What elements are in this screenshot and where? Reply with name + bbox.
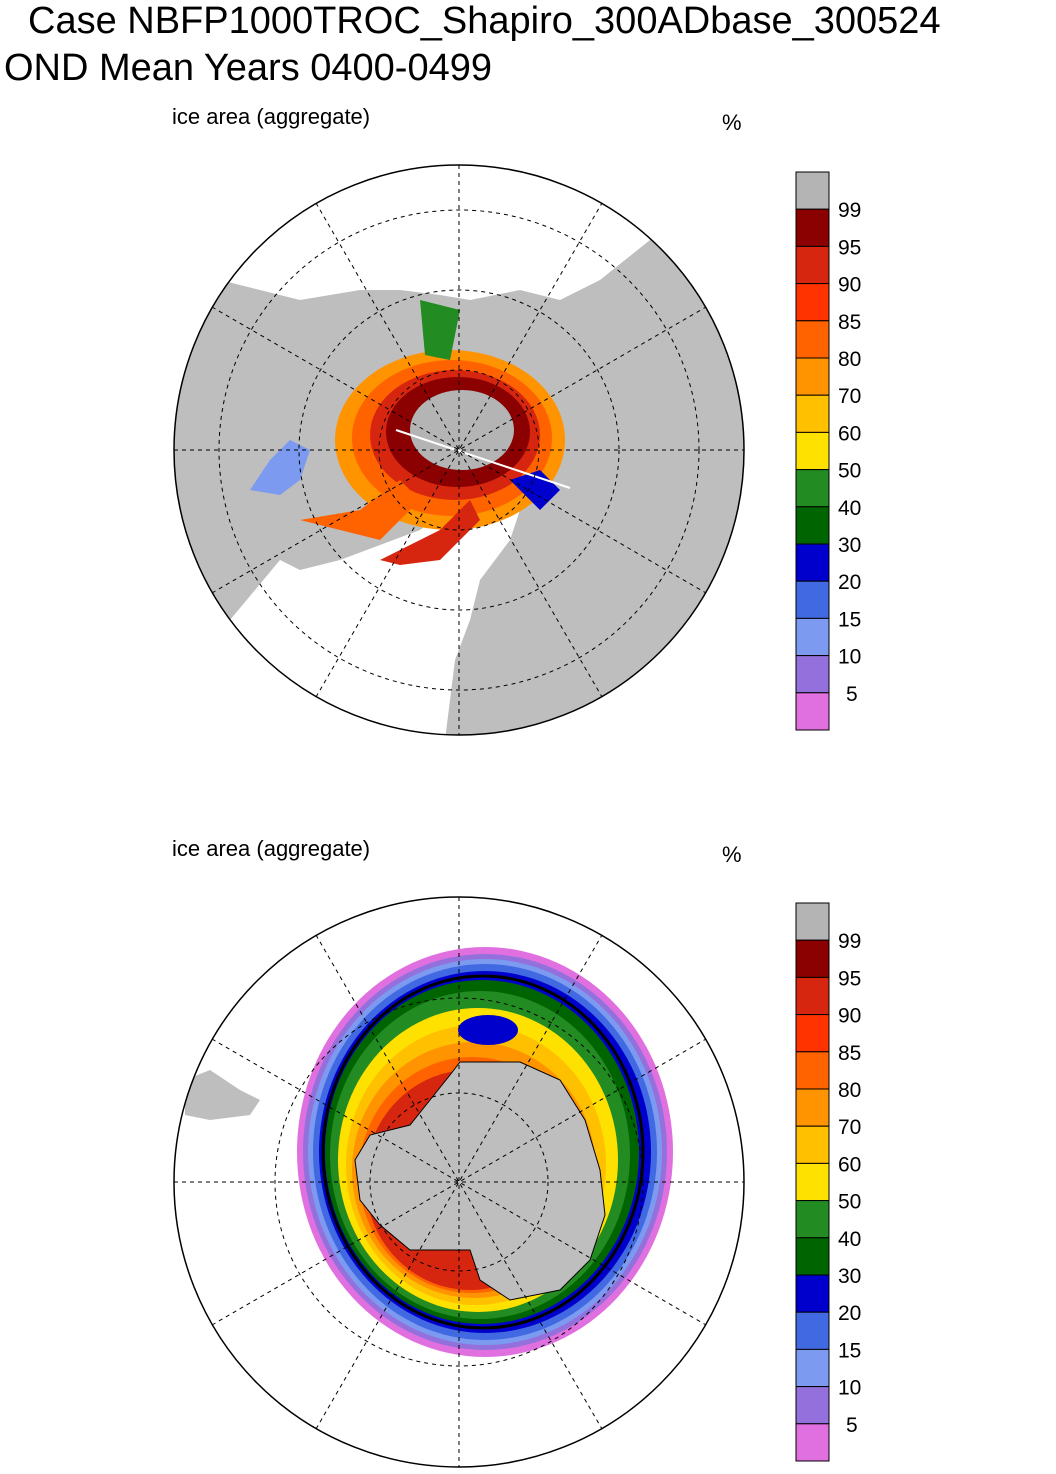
colorbar-swatch (795, 394, 830, 433)
colorbar-swatch (795, 171, 830, 210)
colorbar-swatch (795, 357, 830, 396)
colorbar-swatch (795, 1162, 830, 1202)
antarctic-map-border (173, 896, 745, 1468)
colorbar-swatch (795, 1274, 830, 1313)
colorbar-tick-label: 95 (838, 967, 861, 990)
colorbar-swatch (795, 469, 830, 508)
colorbar-tick-label: 20 (838, 571, 861, 594)
colorbar-tick-label: 80 (838, 348, 861, 371)
hudson-bay (250, 440, 310, 495)
colorbar-south: 99 95 90 85 80 70 60 50 40 30 20 15 10 5 (795, 902, 861, 1462)
colorbar-tick-label: 10 (838, 646, 861, 669)
colorbar-swatch (795, 431, 830, 471)
colorbar-tick-label: 70 (838, 385, 861, 408)
colorbar-swatch (795, 1014, 830, 1053)
graticule (174, 165, 744, 735)
colorbar-tick-label: 20 (838, 1302, 861, 1325)
colorbar-tick-label: 15 (838, 608, 861, 631)
colorbar-tick-label: 60 (838, 1153, 861, 1176)
colorbar-tick-label: 5 (846, 1414, 858, 1437)
colorbar-swatch (795, 1311, 830, 1350)
colorbar-tick-label: 70 (838, 1116, 861, 1139)
colorbar-swatch (795, 320, 830, 359)
colorbar-tick-label: 5 (846, 683, 858, 706)
arctic-map-border (173, 164, 745, 736)
colorbar-swatch (795, 208, 830, 247)
colorbar-tick-label: 85 (838, 1042, 861, 1065)
plot-title-case: Case NBFP1000TROC_Shapiro_300ADbase_3005… (28, 0, 941, 42)
colorbar-north: 99 95 90 85 80 70 60 50 40 30 20 15 10 5 (795, 171, 861, 731)
south-units-label: % (722, 842, 742, 867)
colorbar-tick-label: 40 (838, 497, 861, 520)
colorbar-swatch (795, 1125, 830, 1164)
colorbar-swatch (795, 692, 830, 731)
colorbar-tick-label: 80 (838, 1079, 861, 1102)
colorbar-swatch (795, 1088, 830, 1127)
colorbar-swatch (795, 1386, 830, 1425)
colorbar-tick-label: 50 (838, 1191, 861, 1214)
pacific-ocean (220, 165, 660, 300)
colorbar-tick-label: 90 (838, 1005, 861, 1028)
arctic-map (174, 165, 744, 735)
colorbar-tick-label: 40 (838, 1228, 861, 1251)
colorbar-swatch (795, 1237, 830, 1276)
colorbar-tick-label: 50 (838, 460, 861, 483)
colorbar-swatch (795, 1051, 830, 1090)
colorbar-swatch (795, 902, 830, 941)
colorbar-swatch (795, 655, 830, 694)
colorbar-tick-label: 99 (838, 199, 861, 222)
colorbar-swatch (795, 506, 830, 545)
colorbar-swatch (795, 543, 830, 582)
graticule (174, 897, 744, 1467)
antarctic-map (174, 897, 744, 1467)
colorbar-swatch (795, 283, 830, 322)
colorbar-swatch (795, 939, 830, 978)
antarctica-land (354, 1061, 606, 1301)
south-america-land (185, 1070, 260, 1120)
colorbar-tick-label: 90 (838, 274, 861, 297)
colorbar-tick-label: 99 (838, 930, 861, 953)
colorbar-tick-label: 15 (838, 1339, 861, 1362)
colorbar-tick-label: 10 (838, 1377, 861, 1400)
colorbar-swatch (795, 617, 830, 657)
north-panel-label: ice area (aggregate) (172, 104, 371, 129)
colorbar-swatch (795, 1423, 830, 1462)
plot-title-period: OND Mean Years 0400-0499 (4, 47, 492, 89)
colorbar-tick-label: 30 (838, 534, 861, 557)
colorbar-swatch (795, 1200, 830, 1239)
colorbar-tick-label: 95 (838, 236, 861, 259)
colorbar-swatch (795, 245, 830, 285)
north-units-label: % (722, 110, 742, 135)
colorbar-swatch (795, 580, 830, 619)
colorbar-swatch (795, 976, 830, 1016)
colorbar-tick-label: 85 (838, 311, 861, 334)
colorbar-swatch (795, 1348, 830, 1388)
south-panel-label: ice area (aggregate) (172, 836, 371, 861)
colorbar-tick-label: 60 (838, 422, 861, 445)
colorbar-tick-label: 30 (838, 1265, 861, 1288)
